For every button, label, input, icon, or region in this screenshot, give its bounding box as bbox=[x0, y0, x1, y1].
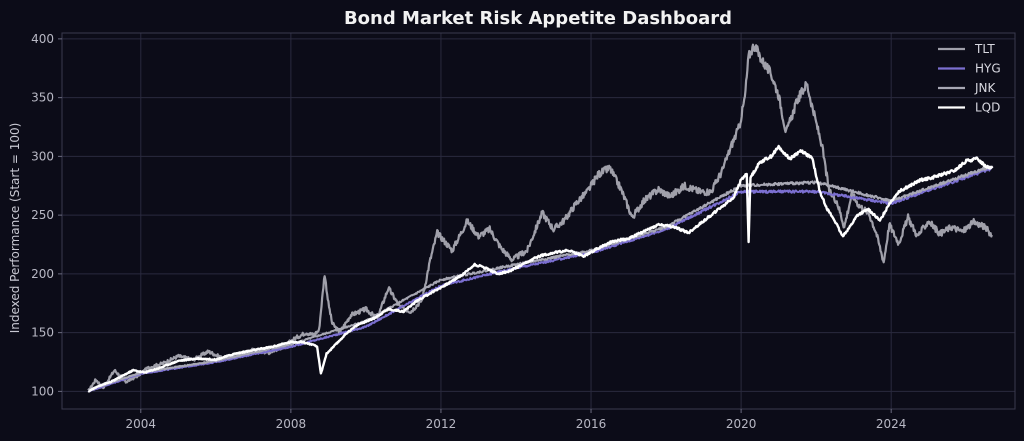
y-tick-label: 350 bbox=[31, 91, 54, 105]
series-lines bbox=[87, 43, 994, 393]
x-tick-label: 2024 bbox=[876, 417, 907, 431]
x-tick-label: 2008 bbox=[276, 417, 307, 431]
y-tick-label: 300 bbox=[31, 149, 54, 163]
y-axis-label: Indexed Performance (Start = 100) bbox=[8, 123, 22, 334]
legend-label-lqd: LQD bbox=[975, 101, 1000, 115]
y-tick-label: 150 bbox=[31, 326, 54, 340]
legend: TLT HYG JNK LQD bbox=[938, 42, 1001, 115]
x-tick-label: 2020 bbox=[726, 417, 757, 431]
y-tick-label: 100 bbox=[31, 384, 54, 398]
y-tick-label: 250 bbox=[31, 208, 54, 222]
grid bbox=[62, 33, 1015, 409]
y-tick-label: 400 bbox=[31, 32, 54, 46]
x-tick-label: 2012 bbox=[426, 417, 457, 431]
y-tick-label: 200 bbox=[31, 267, 54, 281]
x-tick-label: 2004 bbox=[126, 417, 157, 431]
plot-frame bbox=[61, 32, 1016, 410]
x-tick-label: 2016 bbox=[576, 417, 607, 431]
x-axis-ticks: 2004 2008 2012 2016 2020 2024 bbox=[126, 409, 907, 431]
legend-label-tlt: TLT bbox=[974, 42, 995, 56]
series-line-lqd bbox=[87, 144, 994, 393]
series-line-jnk bbox=[87, 165, 994, 391]
legend-label-hyg: HYG bbox=[975, 62, 1001, 76]
legend-label-jnk: JNK bbox=[974, 81, 997, 95]
y-axis-ticks: 100 150 200 250 300 350 400 bbox=[31, 32, 62, 398]
chart-title: Bond Market Risk Appetite Dashboard bbox=[344, 8, 732, 29]
